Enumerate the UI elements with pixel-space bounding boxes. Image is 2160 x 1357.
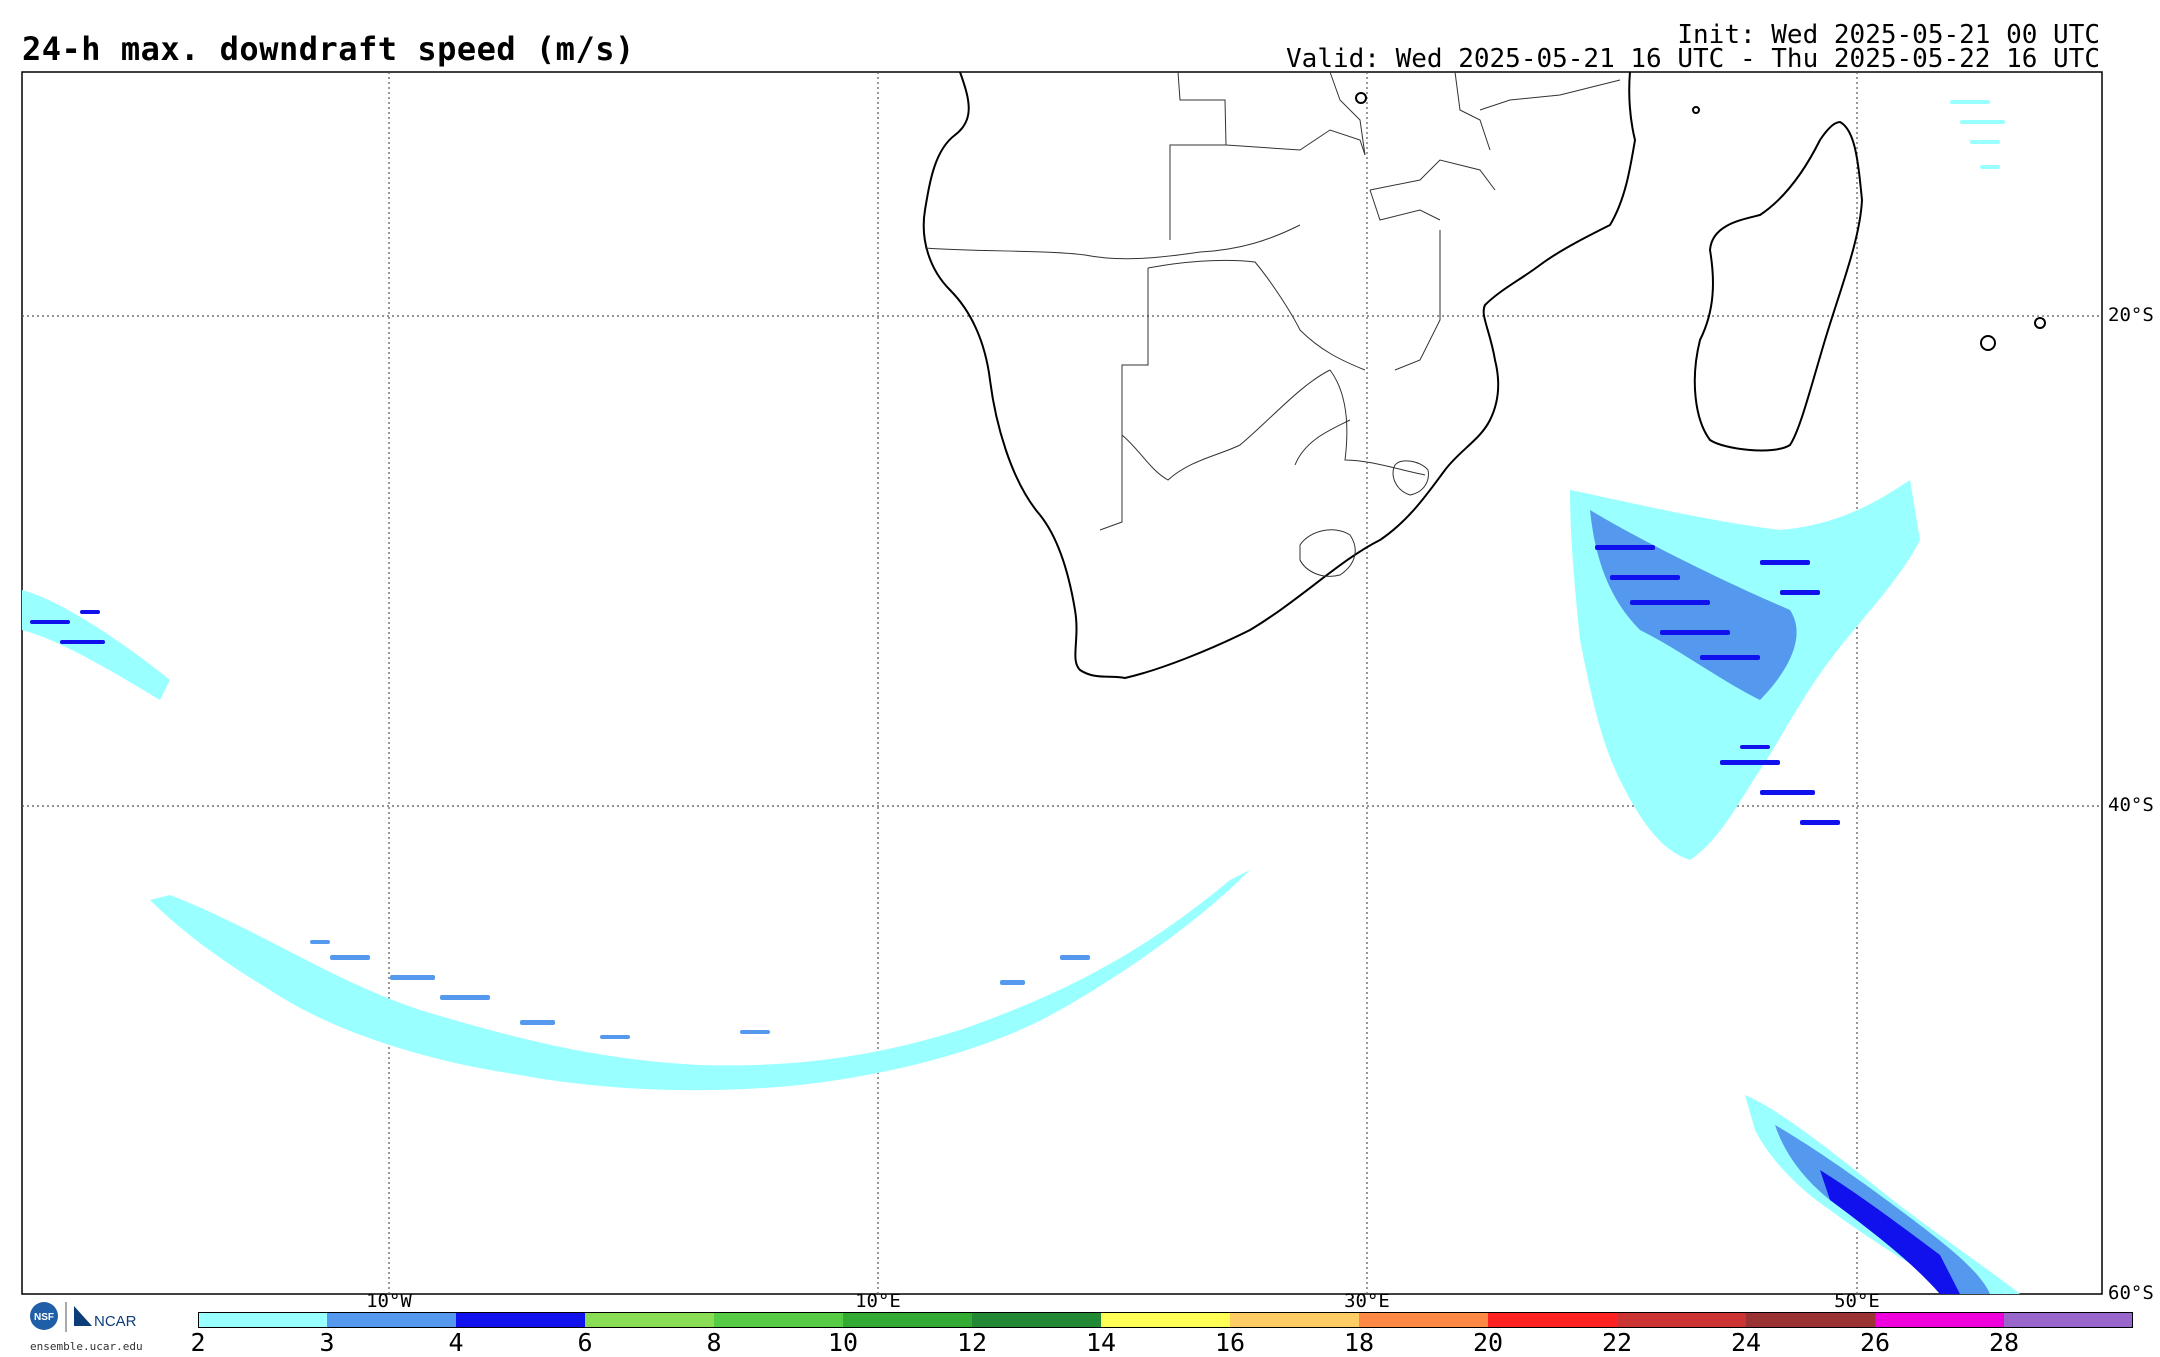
colorbar-swatch: [714, 1312, 844, 1328]
colorbar-tick-label: 10: [827, 1328, 859, 1357]
colorbar-tick-label: 2: [190, 1328, 206, 1357]
plot-border: [21, 71, 2103, 1295]
downdraft-field-northeast: [1950, 100, 2005, 169]
lat-label-60s: 60°S: [2108, 1282, 2154, 1304]
colorbar-tick-label: 28: [1988, 1328, 2020, 1357]
colorbar-tick-label: 20: [1472, 1328, 1504, 1357]
colorbar-swatch: [1617, 1312, 1747, 1328]
lon-label-50e: 50°E: [1834, 1290, 1880, 1312]
ncar-mark-icon: [74, 1306, 92, 1326]
downdraft-field-southeast: [1745, 1095, 2020, 1294]
map-title: 24-h max. downdraft speed (m/s): [22, 30, 635, 68]
colorbar-tick-label: 8: [706, 1328, 722, 1357]
colorbar-swatch: [456, 1312, 586, 1328]
graticule: [22, 72, 2102, 1294]
colorbar-tick-label: 26: [1859, 1328, 1891, 1357]
madagascar-outline: [1693, 120, 1864, 452]
colorbar-swatch: [1488, 1312, 1618, 1328]
colorbar-tick-label: 4: [448, 1328, 464, 1357]
lon-label-30e: 30°E: [1344, 1290, 1390, 1312]
colorbar-swatch: [327, 1312, 457, 1328]
ncar-text: NCAR: [94, 1313, 137, 1330]
downdraft-field-indian: [1570, 480, 1920, 860]
colorbar-tick-label: 24: [1730, 1328, 1762, 1357]
nsf-seal-icon: [30, 1302, 58, 1330]
init-time: Init: Wed 2025-05-21 00 UTC: [1677, 20, 2100, 50]
country-borders: [924, 71, 1621, 577]
colorbar-swatch: [198, 1312, 328, 1328]
colorbar-swatch: [1230, 1312, 1360, 1328]
colorbar-tick-label: 18: [1343, 1328, 1375, 1357]
lon-label-10w: 10°W: [366, 1290, 412, 1312]
colorbar-swatch: [2004, 1312, 2133, 1328]
colorbar-swatch: [1875, 1312, 2005, 1328]
colorbar-swatch: [1359, 1312, 1489, 1328]
downdraft-field-atlantic: [22, 590, 1250, 1091]
colorbar: [198, 1312, 2133, 1328]
colorbar-swatch: [585, 1312, 715, 1328]
lat-label-40s: 40°S: [2108, 794, 2154, 816]
logo-site-text: ensemble.ucar.edu: [30, 1340, 143, 1353]
colorbar-tick-label: 22: [1601, 1328, 1633, 1357]
colorbar-tick-label: 6: [577, 1328, 593, 1357]
colorbar-tick-label: 3: [319, 1328, 335, 1357]
colorbar-tick-label: 14: [1085, 1328, 1117, 1357]
valid-time: Valid: Wed 2025-05-21 16 UTC - Thu 2025-…: [1286, 44, 2100, 74]
colorbar-tick-label: 16: [1214, 1328, 1246, 1357]
lat-label-20s: 20°S: [2108, 304, 2154, 326]
colorbar-swatch: [1101, 1312, 1231, 1328]
coastline: [922, 71, 2046, 680]
lon-label-10e: 10°E: [855, 1290, 901, 1312]
nsf-ncar-logo: NSF NCAR: [30, 1302, 137, 1332]
colorbar-swatch: [1746, 1312, 1876, 1328]
colorbar-swatch: [843, 1312, 973, 1328]
nsf-seal-text: NSF: [34, 1312, 54, 1323]
colorbar-tick-label: 12: [956, 1328, 988, 1357]
colorbar-swatch: [972, 1312, 1102, 1328]
